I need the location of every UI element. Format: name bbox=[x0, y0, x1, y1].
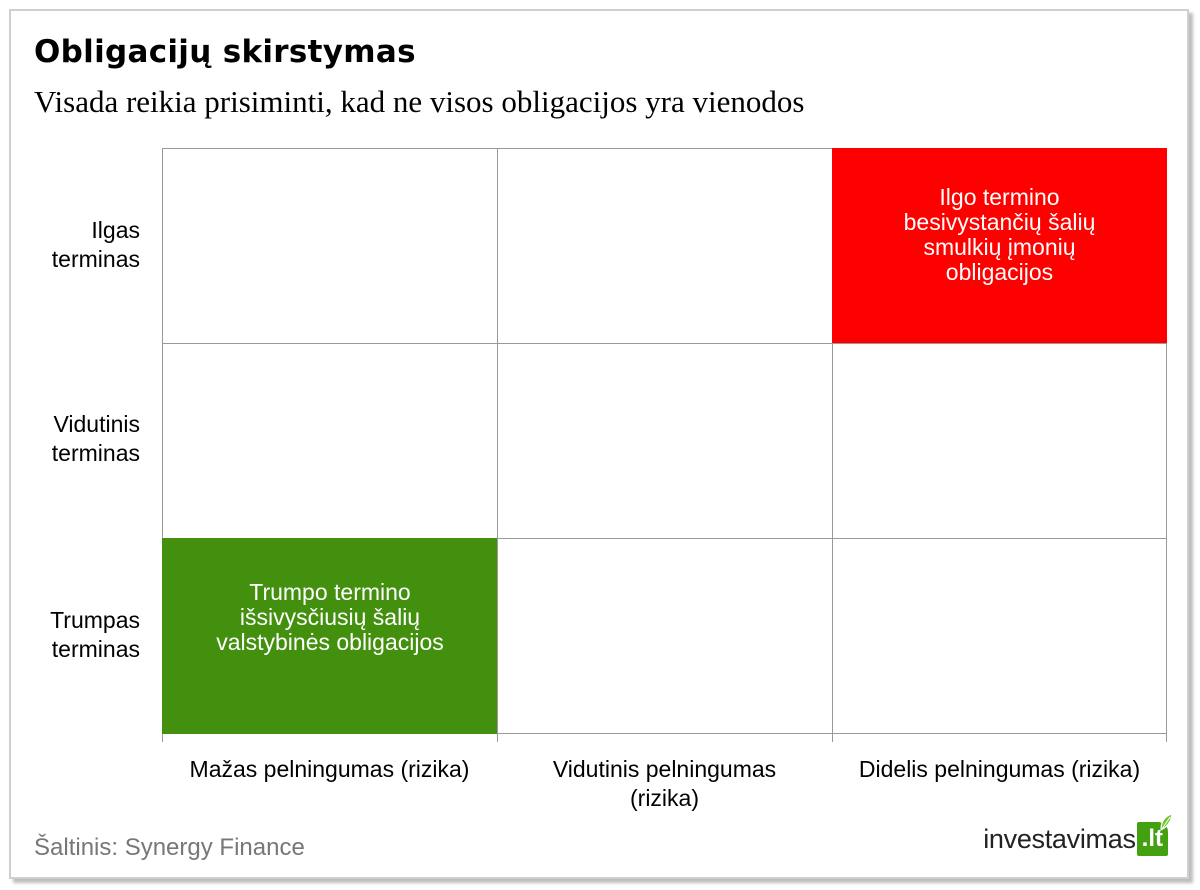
cell-long-mid bbox=[497, 148, 833, 344]
cell-short-low: Trumpo termino išsivysčiusių šalių valst… bbox=[162, 538, 498, 734]
cell-short-low-text: Trumpo termino išsivysčiusių šalių valst… bbox=[216, 578, 444, 655]
row-label-long: Ilgas terminas bbox=[20, 216, 140, 274]
source-note: Šaltinis: Synergy Finance bbox=[34, 834, 305, 861]
axis-tick bbox=[832, 734, 833, 742]
row-label-short-line2: terminas bbox=[51, 636, 140, 662]
cell-long-high-text: Ilgo termino besivystančių šalių smulkių… bbox=[903, 184, 1096, 285]
cell-long-low bbox=[162, 148, 498, 344]
page-title: Obligacijų skirstymas bbox=[34, 34, 416, 70]
row-label-long-line2: terminas bbox=[51, 246, 140, 272]
col-label-medium: Vidutinis pelningumas (rizika) bbox=[497, 755, 832, 813]
matrix-grid: Ilgo termino besivystančių šalių smulkių… bbox=[162, 148, 1167, 734]
cell-mid-high bbox=[832, 343, 1167, 539]
col-label-medium-line2: (rizika) bbox=[630, 785, 699, 811]
axis-tick bbox=[162, 734, 163, 742]
col-label-high-line1: Didelis pelningumas (rizika) bbox=[858, 756, 1141, 782]
col-label-medium-line1: Vidutinis pelningumas bbox=[552, 756, 777, 782]
row-label-medium: Vidutinis terminas bbox=[20, 410, 140, 468]
logo-wordmark: investavimas bbox=[983, 824, 1136, 854]
cell-mid-mid bbox=[497, 343, 833, 539]
cell-short-mid bbox=[497, 538, 833, 734]
cell-mid-low bbox=[162, 343, 498, 539]
leaf-icon bbox=[1160, 813, 1173, 831]
cell-short-high bbox=[832, 538, 1167, 734]
col-label-low-line1: Mažas pelningumas (rizika) bbox=[189, 756, 470, 782]
row-label-short-line1: Trumpas bbox=[50, 607, 140, 633]
cell-long-high: Ilgo termino besivystančių šalių smulkių… bbox=[832, 148, 1167, 344]
col-label-high: Didelis pelningumas (rizika) bbox=[832, 755, 1167, 784]
logo-badge: .lt bbox=[1136, 813, 1173, 856]
col-label-low: Mažas pelningumas (rizika) bbox=[162, 755, 497, 784]
page-subtitle: Visada reikia prisiminti, kad ne visos o… bbox=[34, 84, 805, 119]
row-label-medium-line1: Vidutinis bbox=[53, 411, 140, 437]
row-label-short: Trumpas terminas bbox=[20, 606, 140, 664]
axis-tick bbox=[1166, 734, 1167, 742]
logo-badge-text: .lt bbox=[1141, 825, 1163, 852]
row-label-medium-line2: terminas bbox=[51, 440, 140, 466]
axis-tick bbox=[497, 734, 498, 742]
investavimas-logo: investavimas .lt bbox=[983, 813, 1173, 856]
row-label-long-line1: Ilgas bbox=[91, 217, 140, 243]
